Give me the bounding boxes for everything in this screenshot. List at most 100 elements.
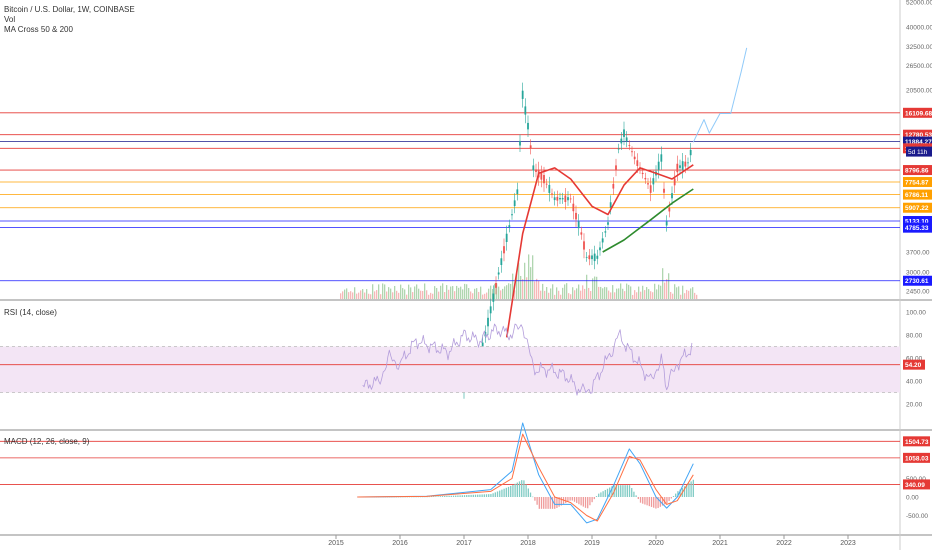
price-candle [631, 151, 633, 152]
volume-bar [402, 288, 403, 299]
macd-hist-bar [437, 496, 438, 497]
price-candle [535, 169, 537, 172]
price-candle [690, 150, 692, 155]
volume-bar [498, 287, 499, 299]
volume-bar [504, 286, 505, 299]
volume-bar [644, 290, 645, 299]
macd-hist-bar [446, 496, 447, 497]
price-candle [604, 231, 606, 232]
price-tick-label: 3000.00 [906, 269, 930, 276]
macd-hist-bar [462, 495, 463, 497]
volume-bar [588, 288, 589, 299]
volume-bar [688, 291, 689, 299]
volume-bar [602, 288, 603, 299]
macd-label: MACD (12, 26, close, 9) [4, 437, 89, 446]
volume-bar [474, 289, 475, 299]
price-candle [636, 160, 638, 166]
volume-bar [510, 284, 511, 299]
volume-bar [590, 291, 591, 299]
volume-bar [468, 288, 469, 299]
price-candle [658, 162, 660, 170]
macd-hist-bar [580, 497, 581, 505]
price-candle [612, 184, 614, 189]
macd-hist-bar [490, 494, 491, 497]
volume-bar [398, 293, 399, 299]
price-candle [554, 197, 556, 200]
price-candle [586, 257, 588, 258]
price-candle [556, 197, 558, 201]
volume-bar [608, 291, 609, 299]
volume-bar [412, 292, 413, 299]
price-candle [580, 232, 582, 234]
volume-bar [448, 290, 449, 299]
price-candle [620, 139, 622, 144]
volume-bar [554, 295, 555, 299]
volume-bar [636, 292, 637, 299]
price-tick-label: 3700.00 [906, 250, 930, 257]
price-candle [607, 222, 609, 225]
macd-hist-bar [635, 495, 636, 497]
volume-bar [340, 293, 341, 299]
price-candle [652, 178, 654, 184]
macd-hist-bar [536, 497, 537, 505]
level-label: 2730.61 [905, 278, 929, 285]
volume-bar [374, 291, 375, 299]
volume-bar [354, 287, 355, 299]
price-tick-label: 26500.00 [906, 63, 932, 70]
price-candle [559, 198, 561, 199]
macd-hist-bar [589, 497, 590, 505]
volume-bar [394, 286, 395, 299]
volume-bar [344, 290, 345, 299]
macd-hist-bar [600, 492, 601, 497]
macd-hist-bar [495, 492, 496, 497]
volume-bar [464, 284, 465, 299]
macd-hist-bar [508, 487, 509, 497]
volume-bar [660, 286, 661, 299]
price-candle [548, 185, 550, 193]
volume-bar [368, 294, 369, 299]
volume-bar [586, 275, 587, 299]
volume-bar [416, 284, 417, 299]
volume-bar [606, 287, 607, 299]
volume-bar [520, 276, 521, 299]
volume-bar [466, 284, 467, 299]
price-candle [540, 173, 542, 180]
price-candle [519, 141, 521, 146]
macd-hist-bar [510, 486, 511, 497]
volume-bar [442, 283, 443, 299]
macd-hist-bar [646, 497, 647, 505]
macd-hist-bar [486, 494, 487, 497]
volume-bar [346, 288, 347, 299]
volume-bar [674, 284, 675, 299]
level-label: 5907.22 [905, 205, 929, 212]
volume-bar [440, 286, 441, 299]
volume-bar [538, 281, 539, 299]
macd-hist-bar [473, 495, 474, 497]
volume-bar [406, 295, 407, 299]
macd-hist-bar [457, 495, 458, 497]
level-label: 16109.68 [905, 110, 932, 117]
macd-hist-bar [572, 497, 573, 501]
macd-hist-bar [521, 480, 522, 497]
rsi-tick-label: 100.00 [906, 310, 926, 317]
price-candle [682, 161, 684, 169]
price-candle [594, 254, 596, 261]
volume-bar [372, 284, 373, 299]
projection-path [693, 48, 746, 142]
volume-bar [380, 294, 381, 299]
volume-bar [364, 293, 365, 299]
volume-bar [598, 287, 599, 299]
countdown-label: 5d 11h [908, 149, 928, 156]
macd-hist-bar [484, 494, 485, 497]
volume-bar [676, 287, 677, 299]
volume-bar [500, 290, 501, 299]
macd-hist-bar [631, 488, 632, 497]
ma-label: MA Cross 50 & 200 [4, 25, 73, 34]
volume-bar [438, 292, 439, 299]
price-candle [634, 157, 636, 159]
price-candle [626, 137, 628, 141]
volume-bar [564, 284, 565, 299]
volume-bar [592, 278, 593, 299]
level-label: 7754.87 [905, 179, 929, 186]
